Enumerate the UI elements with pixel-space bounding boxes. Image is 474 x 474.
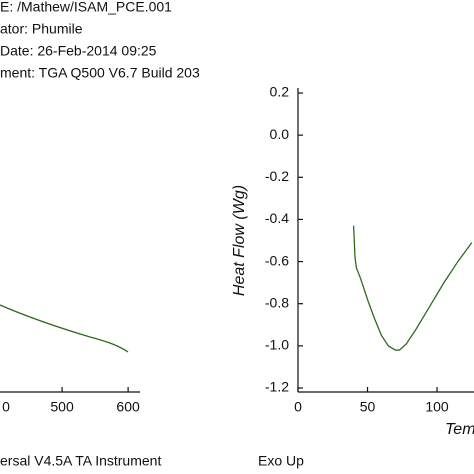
footer-text: ersal V4.5A TA Instrument (0, 453, 161, 469)
y-tick-label: 0.0 (270, 126, 290, 142)
y-tick-label: -0.8 (265, 294, 289, 310)
y-tick-label: -0.6 (265, 252, 289, 268)
y-axis-label: Heat Flow (Wg) (231, 185, 248, 296)
x-tick-label: 500 (50, 399, 74, 415)
x-tick-label: 600 (116, 399, 140, 415)
footer-text: Exo Up (258, 453, 304, 469)
y-tick-label: 0.2 (270, 84, 290, 100)
x-tick-label: 0 (294, 399, 302, 415)
heat-flow-line (352, 225, 473, 351)
left-curve (0, 304, 129, 353)
x-axis-label: Tem (445, 421, 474, 438)
y-tick-label: -1.0 (265, 337, 289, 353)
x-tick-label: 0 (2, 399, 10, 415)
header-line: ator: Phumile (0, 21, 83, 37)
header-line: Date: 26-Feb-2014 09:25 (0, 43, 157, 59)
header-line: ment: TGA Q500 V6.7 Build 203 (0, 65, 200, 81)
y-tick-label: -1.2 (265, 379, 289, 395)
header-line: E: /Mathew/ISAM_PCE.001 (0, 0, 172, 15)
y-tick-label: -0.2 (265, 168, 289, 184)
x-tick-label: 100 (425, 399, 449, 415)
y-tick-label: -0.4 (265, 210, 289, 226)
x-tick-label: 50 (360, 399, 376, 415)
